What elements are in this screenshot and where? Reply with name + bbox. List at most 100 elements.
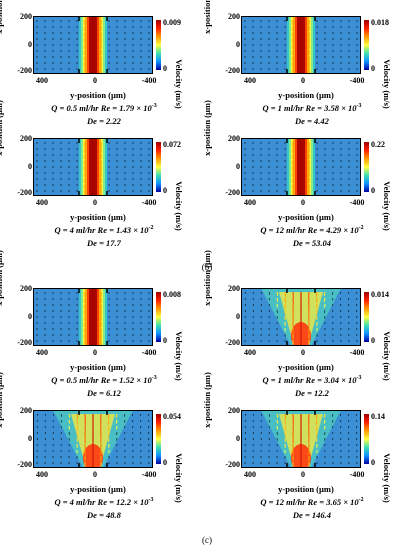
- x-axis-label: y-position (µm): [70, 212, 126, 222]
- x-tick: 0: [301, 76, 305, 85]
- velocity-vector: [340, 419, 342, 422]
- velocity-vector: [323, 425, 326, 430]
- velocity-field-plot: [33, 288, 153, 346]
- velocity-field-svg: [33, 16, 153, 74]
- colorbar: [156, 414, 161, 464]
- velocity-field-svg: [33, 288, 153, 346]
- group-label-b: (b): [201, 262, 213, 272]
- y-tick: -200: [225, 338, 240, 347]
- velocity-field-svg: [241, 288, 361, 346]
- x-axis-label: y-position (µm): [278, 90, 334, 100]
- colorbar-min: 0: [163, 336, 167, 345]
- velocity-vector: [115, 413, 118, 418]
- x-tick: 0: [93, 348, 97, 357]
- velocity-vector: [140, 431, 142, 434]
- velocity-vector: [323, 413, 326, 418]
- velocity-vector: [356, 309, 358, 312]
- velocity-vector: [340, 297, 342, 300]
- velocity-vector: [268, 419, 270, 423]
- velocity-vector: [244, 315, 246, 319]
- x-tick: 400: [36, 76, 48, 85]
- x-tick: -400: [349, 348, 365, 357]
- caption-deborah: De = 2.22: [87, 116, 121, 126]
- velocity-vector: [276, 297, 279, 302]
- y-tick: 200: [20, 134, 32, 143]
- x-axis-label: y-position (µm): [278, 362, 334, 372]
- velocity-vector: [252, 425, 254, 428]
- velocity-vector: [331, 413, 334, 417]
- caption-text: Q = 12 ml/hr Re = 4.29 × 10: [260, 225, 359, 235]
- velocity-panel: x-position (µm) 200 0 -200 400 0 -400 y-…: [0, 372, 208, 530]
- y-tick: 200: [20, 12, 32, 21]
- caption-exponent: -3: [148, 497, 154, 504]
- y-tick: 0: [236, 434, 240, 443]
- y-tick: 0: [236, 312, 240, 321]
- velocity-vector: [76, 419, 79, 425]
- y-tick: 200: [20, 406, 32, 415]
- velocity-vector: [331, 291, 334, 295]
- velocity-vector: [268, 413, 271, 417]
- velocity-vector: [147, 419, 150, 422]
- plot-frame: [33, 16, 153, 74]
- velocity-vector: [36, 425, 39, 428]
- velocity-vector: [148, 431, 150, 434]
- velocity-vector: [107, 425, 110, 431]
- colorbar-min: 0: [371, 336, 375, 345]
- x-axis-label: y-position (µm): [278, 212, 334, 222]
- x-tick: 400: [244, 76, 256, 85]
- velocity-vector: [76, 413, 79, 419]
- velocity-panel: x-position (µm) 200 0 -200 400 0 -400 y-…: [202, 250, 416, 408]
- x-tick: 0: [301, 198, 305, 207]
- colorbar-min: 0: [371, 186, 375, 195]
- velocity-vector: [340, 425, 342, 429]
- velocity-vector: [260, 413, 263, 416]
- caption-exponent: -3: [151, 103, 157, 110]
- velocity-vector: [355, 425, 358, 428]
- velocity-vector: [315, 413, 318, 419]
- y-tick: 200: [228, 406, 240, 415]
- velocity-vector: [115, 419, 118, 424]
- y-tick: 0: [28, 162, 32, 171]
- velocity-vector: [244, 437, 246, 441]
- y-tick: -200: [225, 460, 240, 469]
- x-tick: 400: [244, 348, 256, 357]
- velocity-vector: [139, 413, 142, 416]
- x-tick: -400: [349, 76, 365, 85]
- x-tick: 0: [93, 470, 97, 479]
- velocity-vector: [60, 419, 62, 423]
- y-tick: 0: [28, 312, 32, 321]
- y-axis-label: x-position (µm): [0, 0, 4, 34]
- colorbar: [156, 20, 161, 70]
- x-tick: 0: [93, 198, 97, 207]
- colorbar-min: 0: [163, 64, 167, 73]
- velocity-vector: [252, 309, 254, 312]
- velocity-vector: [347, 413, 350, 416]
- colorbar: [156, 292, 161, 342]
- velocity-field-plot: [241, 410, 361, 468]
- velocity-vector: [323, 303, 326, 308]
- velocity-vector: [36, 431, 38, 434]
- velocity-vector: [268, 291, 271, 295]
- colorbar-max: 0.008: [163, 290, 181, 299]
- velocity-vector: [332, 419, 334, 423]
- velocity-vector: [68, 425, 71, 430]
- plot-frame: [241, 16, 361, 74]
- velocity-field-svg: [241, 138, 361, 196]
- y-tick: -200: [17, 338, 32, 347]
- velocity-vector: [260, 425, 262, 429]
- velocity-vector: [276, 425, 279, 430]
- caption-text: Q = 1 ml/hr Re = 3.04 × 10: [262, 375, 357, 385]
- x-tick: 400: [244, 198, 256, 207]
- colorbar-min: 0: [163, 186, 167, 195]
- colorbar-min: 0: [163, 458, 167, 467]
- velocity-vector: [339, 413, 342, 416]
- velocity-field-svg: [241, 410, 361, 468]
- velocity-vector: [260, 303, 262, 307]
- caption-exponent: -3: [356, 375, 362, 382]
- caption-exponent: -2: [358, 225, 364, 232]
- velocity-vector: [355, 419, 358, 422]
- velocity-vector: [355, 291, 358, 294]
- velocity-vector: [284, 303, 287, 309]
- velocity-vector: [276, 419, 279, 424]
- velocity-vector: [252, 297, 255, 300]
